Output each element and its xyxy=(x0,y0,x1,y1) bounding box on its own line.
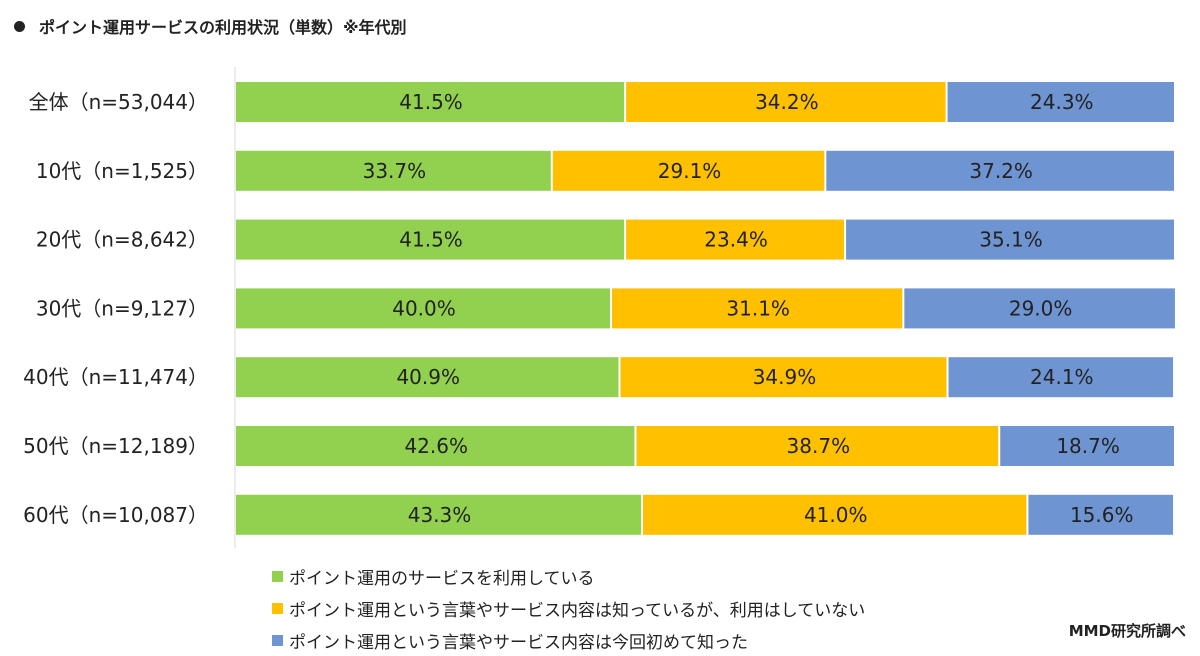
category-label: 10代（n=1,525） xyxy=(36,159,208,183)
data-label: 40.9% xyxy=(396,365,460,389)
bar-segment xyxy=(1000,426,1174,466)
data-label: 18.7% xyxy=(1056,434,1120,458)
legend-swatch xyxy=(272,602,283,614)
bar-segment xyxy=(236,82,625,122)
bar-segment xyxy=(552,150,825,191)
legend: ポイント運用のサービスを利用しているポイント運用という言葉やサービス内容は知って… xyxy=(272,560,865,656)
bar-segment xyxy=(236,494,642,535)
data-label: 42.6% xyxy=(404,434,468,458)
data-label: 38.7% xyxy=(787,434,851,458)
data-label: 24.3% xyxy=(1030,90,1094,114)
chart-title: ポイント運用サービスの利用状況（単数）※年代別 xyxy=(14,12,407,40)
data-label: 33.7% xyxy=(363,159,427,183)
data-label: 29.1% xyxy=(658,159,722,183)
data-label: 34.9% xyxy=(753,365,817,389)
category-label: 30代（n=9,127） xyxy=(36,296,208,320)
bar-segment xyxy=(846,219,1174,260)
category-label: 60代（n=10,087） xyxy=(23,503,208,527)
chart-title-text: ポイント運用サービスの利用状況（単数）※年代別 xyxy=(39,18,407,37)
category-label: 40代（n=11,474） xyxy=(23,365,208,389)
data-label: 29.0% xyxy=(1009,296,1073,320)
data-label: 24.1% xyxy=(1030,365,1094,389)
bar-segment xyxy=(236,219,625,260)
data-label: 43.3% xyxy=(408,503,472,527)
data-label: 34.2% xyxy=(755,90,819,114)
data-label: 41.0% xyxy=(804,503,868,527)
bar-segment xyxy=(236,150,551,191)
bar-segment xyxy=(620,357,947,398)
data-label: 41.5% xyxy=(399,90,463,114)
legend-item: ポイント運用という言葉やサービス内容は今回初めて知った xyxy=(272,624,865,656)
bar-segment xyxy=(1028,494,1174,535)
data-label: 35.1% xyxy=(979,228,1043,252)
bar-segment xyxy=(636,426,999,466)
legend-item: ポイント運用のサービスを利用している xyxy=(272,560,865,592)
data-label: 40.0% xyxy=(392,296,456,320)
data-label: 31.1% xyxy=(726,296,790,320)
bar-segment xyxy=(826,150,1174,191)
data-label: 41.5% xyxy=(399,228,463,252)
bullet-icon xyxy=(14,20,25,32)
legend-item: ポイント運用という言葉やサービス内容は知っているが、利用はしていない xyxy=(272,592,865,624)
category-label: 全体（n=53,044） xyxy=(29,90,208,114)
bar-segment xyxy=(626,219,845,260)
data-label: 37.2% xyxy=(969,159,1033,183)
bar-segment xyxy=(236,288,610,329)
legend-label: ポイント運用のサービスを利用している xyxy=(289,568,595,589)
legend-label: ポイント運用という言葉やサービス内容は今回初めて知った xyxy=(289,632,748,653)
legend-swatch xyxy=(272,634,283,646)
bar-segment xyxy=(236,357,619,398)
bar-segment xyxy=(612,288,903,329)
bar-segment xyxy=(236,426,635,466)
source-credit: MMD研究所調べ xyxy=(1068,622,1186,640)
bar-segment xyxy=(904,288,1175,329)
stacked-bar-chart: 全体（n=53,044） 41.5% 34.2% 24.3% 10代（n=1,525） 3… xyxy=(23,67,1175,548)
category-label: 50代（n=12,189） xyxy=(23,434,208,458)
bar-segment xyxy=(626,82,946,122)
data-label: 23.4% xyxy=(704,228,768,252)
category-label: 20代（n=8,642） xyxy=(36,228,208,252)
bar-segment xyxy=(947,82,1174,122)
legend-label: ポイント運用という言葉やサービス内容は知っているが、利用はしていない xyxy=(289,600,866,621)
bar-segment xyxy=(948,357,1174,398)
data-label: 15.6% xyxy=(1070,503,1134,527)
legend-swatch xyxy=(272,570,283,582)
bar-segment xyxy=(643,494,1027,535)
